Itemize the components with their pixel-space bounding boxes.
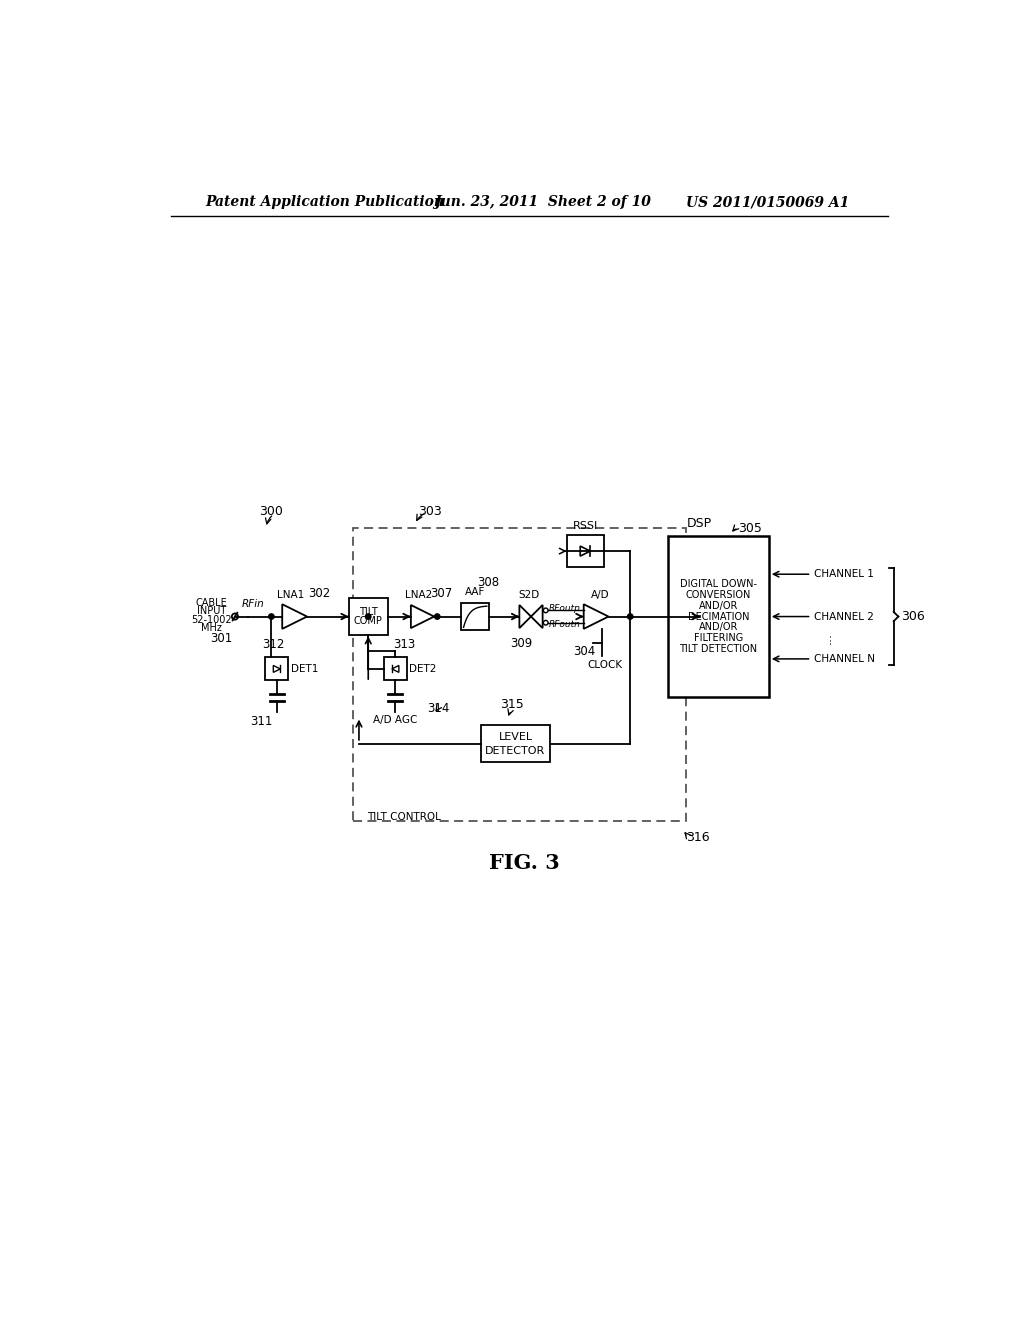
Text: DSP: DSP	[687, 516, 712, 529]
Text: TILT: TILT	[358, 607, 378, 616]
Text: CLOCK: CLOCK	[587, 660, 623, 669]
Bar	[384, 657, 407, 681]
Text: 316: 316	[686, 832, 710, 843]
Text: AND/OR: AND/OR	[698, 601, 738, 611]
Text: 302: 302	[308, 586, 331, 599]
Text: TILT DETECTION: TILT DETECTION	[680, 644, 758, 653]
Circle shape	[434, 614, 440, 619]
Text: RSSI: RSSI	[572, 521, 598, 531]
Text: DETECTOR: DETECTOR	[485, 746, 546, 755]
Circle shape	[268, 614, 274, 619]
Text: 303: 303	[419, 504, 442, 517]
Text: LEVEL: LEVEL	[499, 731, 532, 742]
Text: 315: 315	[500, 698, 523, 711]
Text: CHANNEL 2: CHANNEL 2	[814, 611, 873, 622]
Bar	[352, 528, 686, 821]
Text: 52-1002: 52-1002	[191, 615, 232, 624]
Text: AAF: AAF	[465, 587, 485, 598]
Text: 306: 306	[901, 610, 925, 623]
Text: CHANNEL 1: CHANNEL 1	[814, 569, 873, 579]
Text: Patent Application Publication: Patent Application Publication	[206, 195, 444, 210]
Bar	[349, 598, 388, 635]
Text: RFoutn: RFoutn	[549, 620, 581, 628]
Text: LNA1: LNA1	[278, 590, 304, 599]
Text: DET1: DET1	[291, 664, 318, 675]
Text: RFin: RFin	[242, 599, 264, 609]
Text: LNA2: LNA2	[406, 590, 432, 601]
Bar	[566, 535, 604, 568]
Text: CONVERSION: CONVERSION	[686, 590, 752, 601]
Bar	[481, 725, 550, 762]
Text: A/D: A/D	[591, 590, 609, 599]
Circle shape	[366, 614, 371, 619]
Text: DIGITAL DOWN-: DIGITAL DOWN-	[680, 579, 757, 589]
Text: 300: 300	[259, 504, 284, 517]
Text: DECIMATION: DECIMATION	[688, 611, 750, 622]
Bar	[265, 657, 289, 681]
Text: AND/OR: AND/OR	[698, 622, 738, 632]
Text: COMP: COMP	[354, 616, 383, 626]
Bar	[669, 536, 769, 697]
Text: 308: 308	[477, 576, 500, 589]
Text: 307: 307	[430, 587, 453, 601]
Text: US 2011/0150069 A1: US 2011/0150069 A1	[686, 195, 849, 210]
Text: 313: 313	[393, 638, 416, 651]
Text: DET2: DET2	[410, 664, 436, 675]
Text: CHANNEL N: CHANNEL N	[814, 653, 874, 664]
Text: 309: 309	[511, 638, 532, 651]
Text: RFoutp: RFoutp	[549, 605, 581, 614]
Circle shape	[628, 614, 633, 619]
Text: A/D AGC: A/D AGC	[373, 715, 418, 726]
Text: FILTERING: FILTERING	[694, 634, 743, 643]
Text: 305: 305	[738, 521, 762, 535]
Text: FIG. 3: FIG. 3	[489, 853, 560, 873]
Text: INPUT: INPUT	[197, 606, 226, 616]
Text: MHz: MHz	[202, 623, 222, 634]
Text: 311: 311	[250, 715, 272, 729]
Text: 314: 314	[427, 702, 450, 715]
Text: Jun. 23, 2011  Sheet 2 of 10: Jun. 23, 2011 Sheet 2 of 10	[434, 195, 651, 210]
Text: TILT CONTROL: TILT CONTROL	[367, 812, 440, 822]
Text: 304: 304	[573, 645, 596, 659]
Text: 301: 301	[211, 631, 232, 644]
Text: CABLE: CABLE	[196, 598, 227, 607]
Text: 312: 312	[262, 638, 284, 651]
Bar	[461, 603, 489, 631]
Text: S2D: S2D	[519, 590, 540, 601]
Text: ...: ...	[820, 632, 834, 644]
